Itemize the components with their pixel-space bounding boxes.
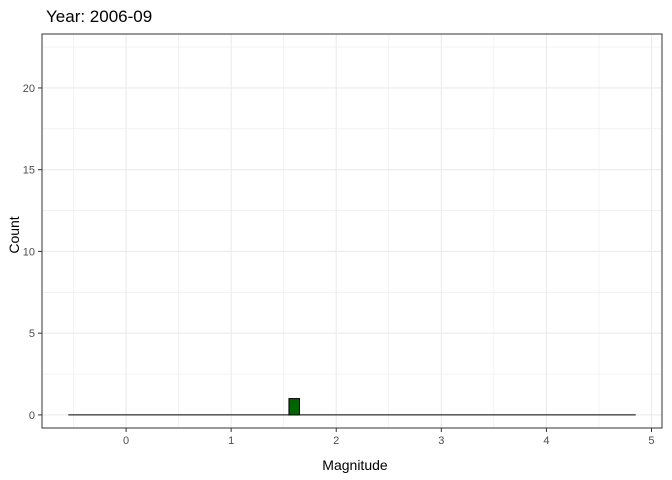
y-tick-label: 5 [29, 328, 35, 340]
y-tick-label: 10 [23, 246, 35, 258]
x-tick-label: 1 [228, 435, 234, 447]
x-tick-label: 0 [123, 435, 129, 447]
y-tick-label: 0 [29, 410, 35, 422]
x-tick-label: 3 [438, 435, 444, 447]
axis-ticks [38, 87, 652, 432]
tick-labels: 0 1 2 3 4 5 0 5 10 15 20 [23, 83, 655, 447]
x-tick-label: 2 [333, 435, 339, 447]
y-axis-title: Count [6, 216, 22, 253]
major-gridlines [42, 34, 662, 428]
x-axis-title: Magnitude [322, 457, 388, 473]
x-tick-label: 4 [543, 435, 549, 447]
chart-title: Year: 2006-09 [46, 7, 152, 26]
chart-marks [68, 398, 636, 416]
histogram-bar [288, 398, 300, 416]
x-tick-label: 5 [648, 435, 654, 447]
y-tick-label: 20 [23, 83, 35, 95]
minor-gridlines [42, 34, 662, 428]
panel-border [41, 33, 663, 429]
y-tick-label: 15 [23, 165, 35, 177]
